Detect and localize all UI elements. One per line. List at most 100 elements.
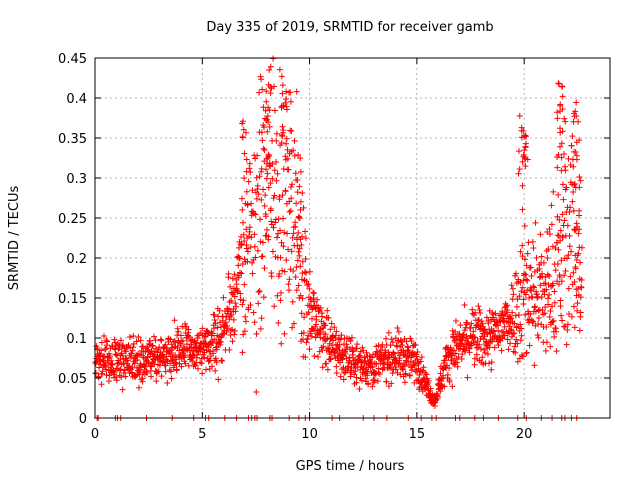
data-point [564, 321, 571, 328]
data-point [139, 378, 146, 385]
data-point [130, 344, 137, 351]
data-point [292, 170, 299, 177]
data-point [164, 380, 171, 387]
data-point [251, 243, 258, 250]
data-point [280, 129, 287, 136]
data-point [215, 376, 222, 383]
data-point [450, 334, 457, 341]
data-point [289, 324, 296, 331]
data-point [468, 320, 475, 327]
data-point [546, 226, 553, 233]
data-point [449, 383, 456, 390]
data-point [298, 310, 305, 317]
data-point [205, 329, 212, 336]
data-point [474, 344, 481, 351]
data-point [353, 379, 360, 386]
data-point [133, 338, 140, 345]
data-point [542, 304, 549, 311]
data-point [401, 363, 408, 370]
data-point [98, 381, 105, 388]
data-point [228, 312, 235, 319]
data-point [530, 318, 537, 325]
data-point [162, 368, 169, 375]
x-axis-label: GPS time / hours [296, 459, 405, 474]
data-point [544, 254, 551, 261]
data-point [543, 286, 550, 293]
data-point [362, 357, 369, 364]
data-point [541, 310, 548, 317]
data-point [293, 88, 300, 95]
data-point [289, 181, 296, 188]
data-point [369, 364, 376, 371]
data-point [524, 250, 531, 257]
data-point [337, 336, 344, 343]
data-point [401, 379, 408, 386]
data-point [218, 357, 225, 364]
data-point [272, 219, 279, 226]
data-point [481, 346, 488, 353]
data-point [294, 189, 301, 196]
y-tick-label: 0.1 [66, 332, 87, 347]
data-point [188, 344, 195, 351]
data-point [313, 316, 320, 323]
data-point [511, 330, 518, 337]
data-point [522, 132, 529, 139]
data-point [575, 250, 582, 257]
data-point [111, 336, 118, 343]
data-point [300, 204, 307, 211]
data-point [547, 343, 554, 350]
data-point [245, 178, 252, 185]
y-tick-label: 0.25 [58, 212, 87, 227]
data-point [415, 376, 422, 383]
data-point [303, 339, 310, 346]
data-point [490, 328, 497, 335]
data-point [535, 314, 542, 321]
data-point [256, 89, 263, 96]
data-point [293, 177, 300, 184]
data-point [229, 275, 236, 282]
data-point [557, 125, 564, 132]
data-point [268, 221, 275, 228]
data-point [109, 361, 116, 368]
data-point [226, 316, 233, 323]
data-point [554, 109, 561, 116]
data-point [285, 246, 292, 253]
data-point [400, 347, 407, 354]
data-point [129, 364, 136, 371]
data-point [281, 330, 288, 337]
data-point [356, 385, 363, 392]
data-point [181, 352, 188, 359]
data-point [425, 377, 432, 384]
data-point [182, 360, 189, 367]
data-point [533, 254, 540, 261]
data-point [467, 324, 474, 331]
data-point [327, 326, 334, 333]
data-point [537, 231, 544, 238]
x-tick-label: 0 [91, 427, 99, 442]
data-point [294, 257, 301, 264]
data-point [250, 309, 257, 316]
data-point [175, 328, 182, 335]
data-point [211, 336, 218, 343]
data-point [212, 367, 219, 374]
y-tick-label: 0.3 [66, 172, 87, 187]
data-point [551, 299, 558, 306]
data-point [297, 155, 304, 162]
data-point [473, 341, 480, 348]
data-point [482, 349, 489, 356]
data-point [225, 270, 232, 277]
data-point [246, 165, 253, 172]
data-point [559, 181, 566, 188]
data-point [553, 328, 560, 335]
data-point [501, 323, 508, 330]
data-point [259, 137, 266, 144]
data-point [314, 353, 321, 360]
data-point [130, 333, 137, 340]
data-point [566, 232, 573, 239]
data-point [317, 304, 324, 311]
data-point [240, 126, 247, 133]
data-point [290, 268, 297, 275]
data-point [102, 345, 109, 352]
data-point [559, 128, 566, 135]
data-point [543, 339, 550, 346]
